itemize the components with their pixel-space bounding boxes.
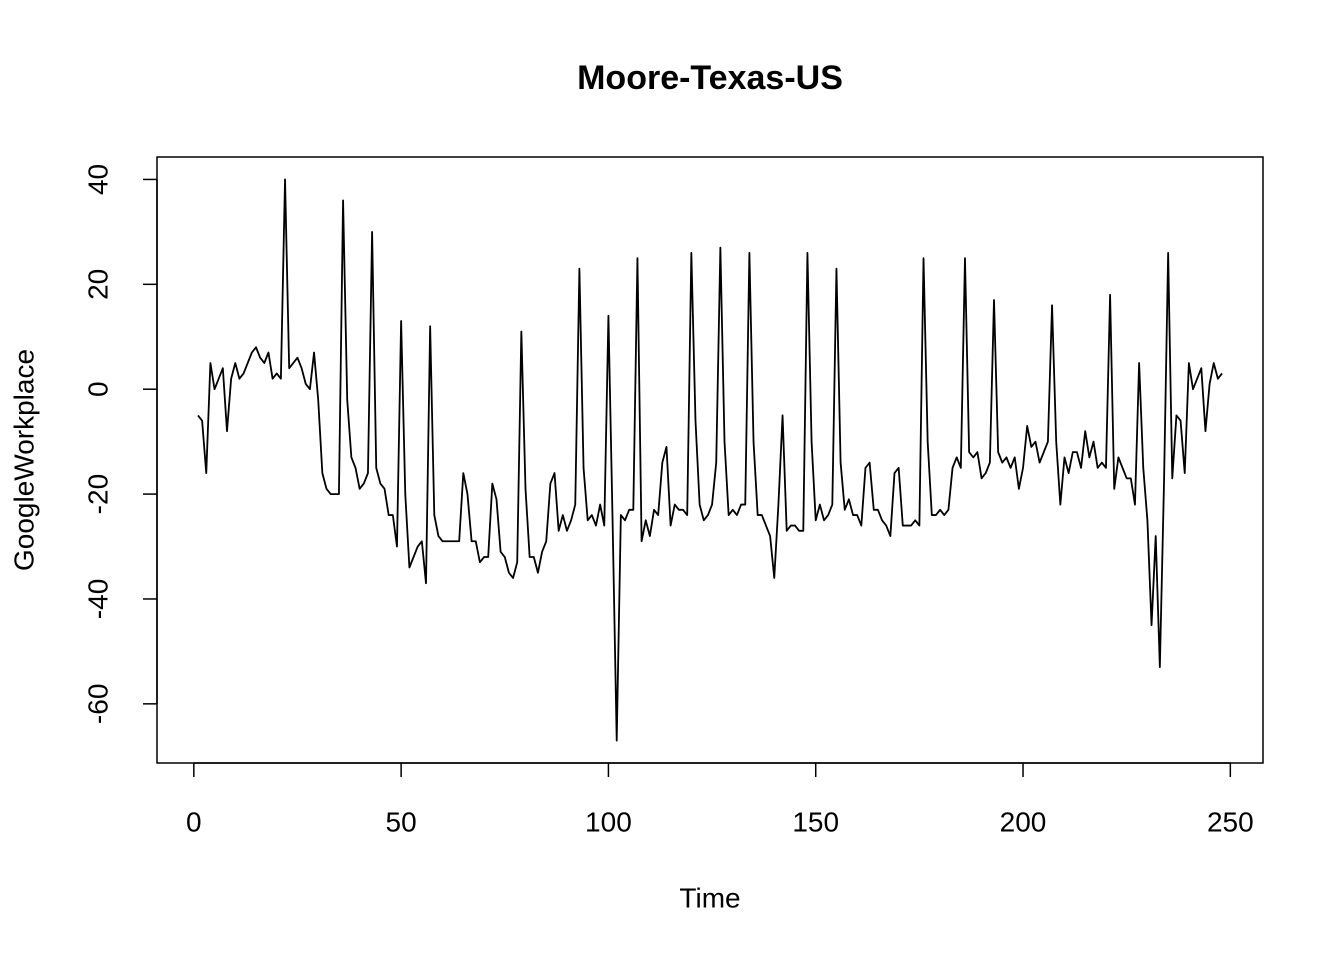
chart-title: Moore-Texas-US [577, 59, 843, 97]
x-tick-label: 200 [1000, 806, 1047, 837]
y-tick-label: 0 [82, 381, 113, 397]
x-axis-label: Time [679, 882, 740, 913]
y-tick-label: -60 [82, 684, 113, 724]
y-tick-label: 40 [82, 164, 113, 195]
x-tick-label: 150 [792, 806, 839, 837]
x-tick-label: 50 [386, 806, 417, 837]
x-tick-label: 250 [1207, 806, 1254, 837]
y-axis-label: GoogleWorkplace [8, 349, 39, 571]
y-tick-label: -20 [82, 474, 113, 514]
y-tick-label: 20 [82, 269, 113, 300]
y-tick-label: -40 [82, 579, 113, 619]
x-tick-label: 0 [186, 806, 202, 837]
data-line [197, 178, 1223, 742]
x-tick-label: 100 [585, 806, 632, 837]
